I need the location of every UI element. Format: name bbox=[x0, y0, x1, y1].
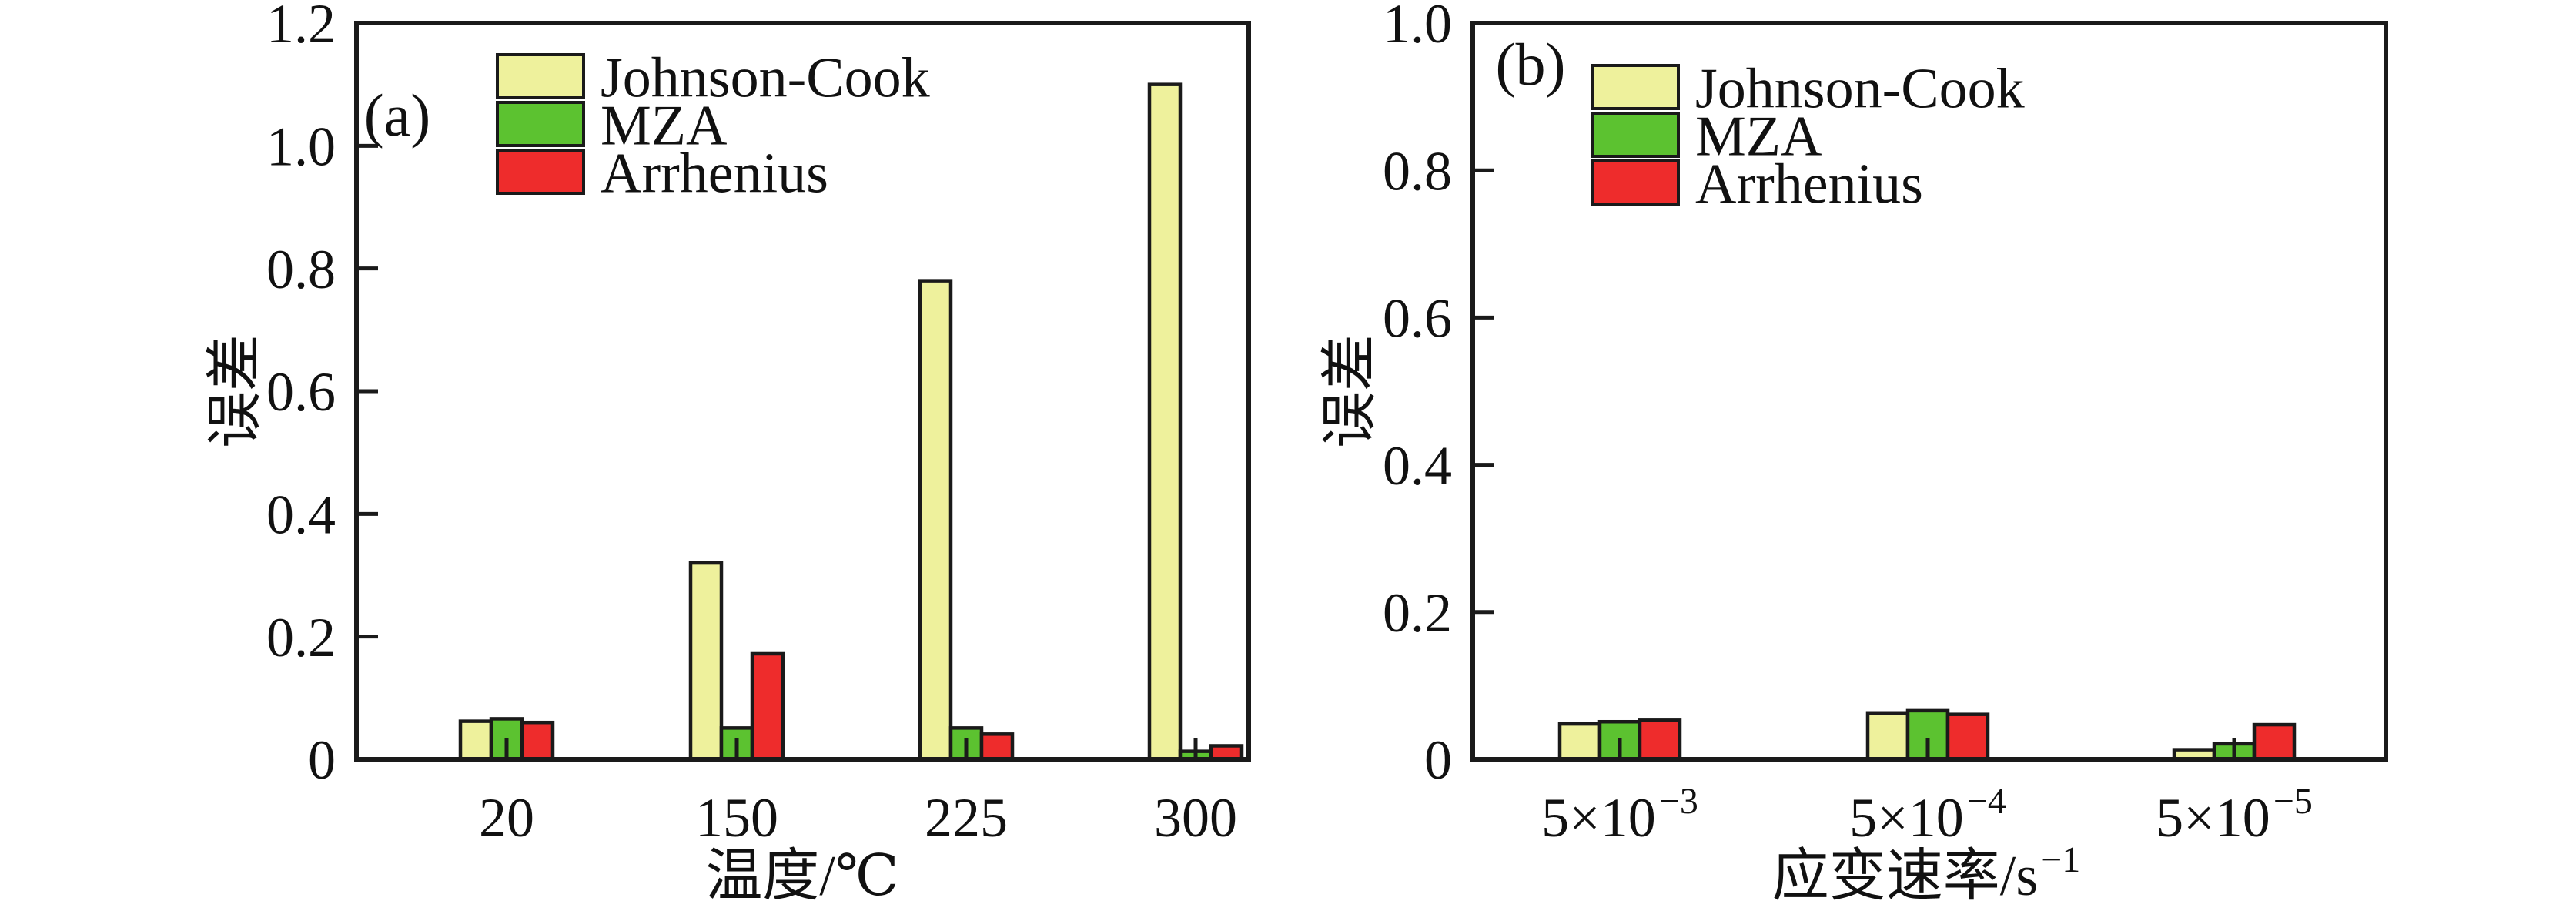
bar-arrhenius-b-0 bbox=[1638, 718, 1682, 762]
legend-label-johnson-cook-b: Johnson-Cook bbox=[1695, 58, 2025, 121]
legend-swatch-mza-b bbox=[1591, 112, 1680, 158]
y-tick-label-b: 1.0 bbox=[1383, 0, 1452, 55]
bar-arrhenius-b-2 bbox=[2252, 722, 2297, 762]
y-tick-label-b: 0.2 bbox=[1383, 582, 1452, 644]
bar-arrhenius-a-2 bbox=[979, 732, 1015, 762]
y-tick-label-a: 0.4 bbox=[266, 484, 336, 546]
x-tick-label-a-3: 300 bbox=[1154, 787, 1237, 849]
y-axis-title-b: 误差 bbox=[1319, 334, 1382, 448]
bar-arrhenius-a-1 bbox=[750, 651, 785, 762]
bar-johnson-cook-a-3 bbox=[1147, 82, 1183, 762]
x-tick-label-b-2: 5×10−5 bbox=[2156, 781, 2313, 849]
plot-frame-a bbox=[354, 21, 1251, 762]
x-axis-title-a: 温度/℃ bbox=[705, 845, 898, 901]
x-tick-label-a-2: 225 bbox=[925, 787, 1008, 849]
legend-swatch-arrhenius-b bbox=[1591, 159, 1680, 206]
y-tick-label-a: 0.2 bbox=[266, 607, 336, 668]
legend-swatch-johnson-cook-a bbox=[496, 53, 585, 99]
y-tick-label-a: 0.8 bbox=[266, 239, 336, 300]
bar-johnson-cook-a-1 bbox=[688, 561, 724, 762]
legend-swatch-johnson-cook-b bbox=[1591, 64, 1680, 110]
legend-swatch-arrhenius-a bbox=[496, 149, 585, 195]
bar-johnson-cook-a-2 bbox=[918, 279, 953, 762]
y-tick-label-a: 0.6 bbox=[266, 361, 336, 423]
legend-label-arrhenius-a: Arrhenius bbox=[601, 142, 828, 206]
bar-arrhenius-a-0 bbox=[520, 720, 555, 762]
y-tick-label-a: 1.0 bbox=[266, 116, 336, 178]
y-tick-label-a: 0 bbox=[308, 729, 336, 791]
y-tick-label-b: 0.8 bbox=[1383, 140, 1452, 202]
legend-label-mza-a: MZA bbox=[601, 95, 727, 158]
x-tick-label-b-0: 5×10−3 bbox=[1541, 781, 1698, 849]
y-tick-label-b: 0 bbox=[1424, 729, 1452, 791]
x-axis-title-b: 应变速率/s−1 bbox=[1772, 839, 2080, 901]
panel-label-a: (a) bbox=[364, 82, 431, 149]
bar-johnson-cook-b-1 bbox=[1865, 711, 1910, 762]
x-tick-label-b-1: 5×10−4 bbox=[1849, 781, 2006, 849]
bar-johnson-cook-b-0 bbox=[1557, 722, 1602, 762]
y-axis-title-a: 误差 bbox=[204, 334, 267, 448]
legend-swatch-mza-a bbox=[496, 101, 585, 147]
x-tick-label-a-0: 20 bbox=[479, 787, 534, 849]
bar-johnson-cook-a-0 bbox=[458, 719, 493, 762]
bar-arrhenius-b-1 bbox=[1945, 712, 1990, 762]
x-tick-label-a-1: 150 bbox=[695, 787, 778, 849]
y-tick-label-b: 0.6 bbox=[1383, 288, 1452, 350]
legend-label-arrhenius-b: Arrhenius bbox=[1695, 153, 1923, 216]
y-tick-label-b: 0.4 bbox=[1383, 435, 1452, 497]
legend-label-johnson-cook-a: Johnson-Cook bbox=[601, 47, 930, 110]
panel-label-b: (b) bbox=[1496, 31, 1566, 98]
y-tick-label-a: 1.2 bbox=[266, 0, 336, 55]
legend-label-mza-b: MZA bbox=[1695, 106, 1822, 169]
